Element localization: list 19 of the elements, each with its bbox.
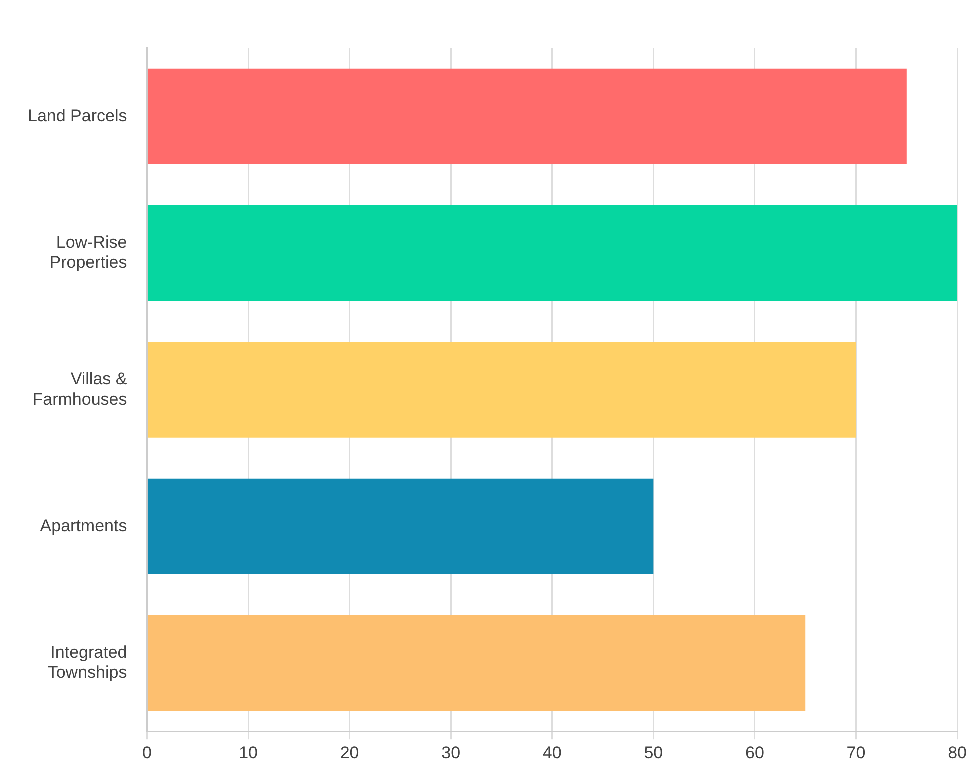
y-tick-label: Villas & Farmhouses — [32, 369, 128, 409]
y-tick-label: Apartments — [40, 516, 128, 536]
bar — [148, 206, 958, 302]
x-tick-label: 70 — [846, 743, 866, 762]
x-tick-label: 60 — [746, 743, 764, 762]
bar — [148, 342, 856, 438]
x-tick-label: 50 — [644, 743, 664, 762]
bar — [148, 478, 654, 574]
bar — [148, 615, 806, 712]
x-tick-label: 10 — [239, 743, 258, 762]
y-tick-label: Integrated Townships — [48, 642, 128, 682]
bar — [148, 68, 907, 165]
x-tick-label: 0 — [142, 743, 152, 762]
x-tick-label: 30 — [442, 743, 461, 762]
x-tick-label: 80 — [948, 743, 968, 762]
y-tick-label: Low-Rise Properties — [50, 232, 128, 272]
x-tick-label: 40 — [542, 743, 562, 762]
y-tick-label: Land Parcels — [28, 106, 128, 126]
x-tick-label: 20 — [340, 743, 360, 762]
